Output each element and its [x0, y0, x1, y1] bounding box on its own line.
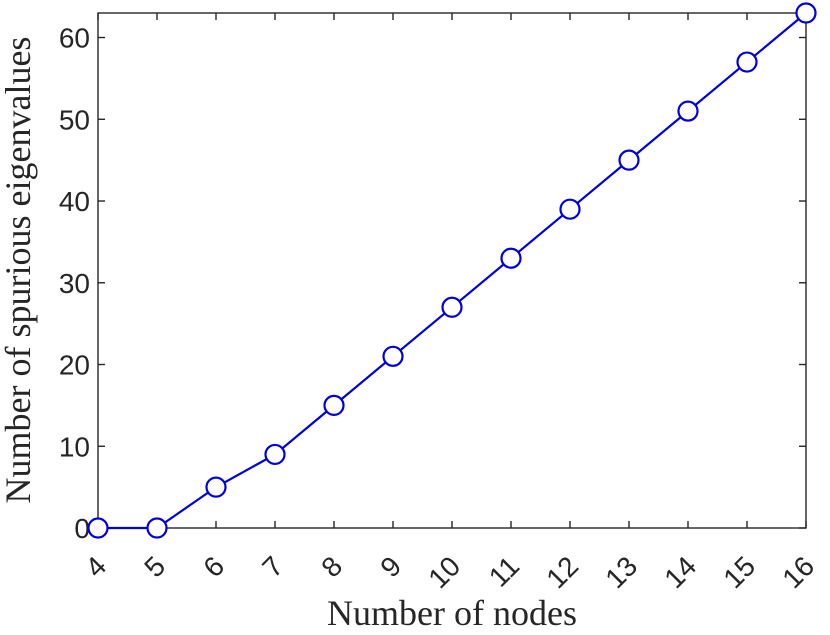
y-tick-label: 30	[59, 268, 90, 299]
x-tick-label: 10	[422, 550, 466, 594]
data-point	[323, 394, 345, 416]
data-point	[146, 517, 168, 539]
data-point	[87, 517, 109, 539]
data-point	[441, 296, 463, 318]
y-tick-label: 10	[59, 431, 90, 462]
data-point	[500, 247, 522, 269]
y-tick-label: 0	[74, 513, 90, 544]
x-tick-label: 16	[776, 550, 820, 594]
x-tick-label: 12	[540, 550, 584, 594]
data-point	[618, 149, 640, 171]
data-point	[205, 476, 227, 498]
x-tick-label: 13	[599, 550, 643, 594]
x-tick-label: 7	[256, 550, 289, 583]
x-tick-label: 4	[79, 550, 112, 583]
data-point	[559, 198, 581, 220]
plot-area-frame	[97, 12, 807, 529]
y-tick-label: 60	[59, 23, 90, 54]
series-layer	[87, 2, 817, 539]
x-tick-label: 5	[138, 550, 171, 583]
data-point	[795, 2, 817, 24]
x-tick-label: 9	[374, 550, 407, 583]
data-point	[382, 345, 404, 367]
y-tick-label: 50	[59, 104, 90, 135]
series-line	[98, 12, 807, 530]
y-axis-ticks: 0 10 20 30 40 50 60	[59, 23, 806, 544]
x-tick-label: 11	[483, 550, 525, 592]
x-axis-title: Number of nodes	[327, 593, 577, 633]
data-point	[736, 51, 758, 73]
x-tick-label: 14	[658, 550, 702, 594]
x-tick-label: 6	[197, 550, 230, 583]
y-axis-title: Number of spurious eigenvalues	[0, 37, 38, 504]
x-tick-label: 8	[315, 550, 348, 583]
data-point	[264, 443, 286, 466]
x-tick-label: 15	[717, 550, 761, 594]
data-point	[677, 100, 699, 122]
y-tick-label: 20	[59, 350, 90, 381]
y-tick-label: 40	[59, 186, 90, 217]
